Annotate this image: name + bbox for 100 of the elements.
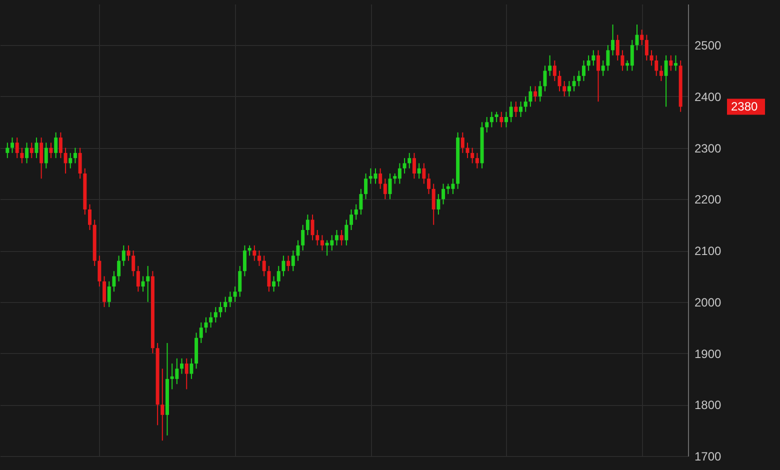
candlestick [562, 80, 566, 97]
candlestick [412, 152, 416, 180]
candlestick [141, 276, 145, 292]
candlestick [534, 86, 538, 102]
candlestick [596, 50, 600, 102]
candlestick [364, 173, 368, 200]
candlestick [470, 147, 474, 164]
y-tick-label: 2300 [694, 141, 722, 156]
candlestick [586, 54, 590, 72]
candlestick [214, 306, 218, 323]
y-tick-label: 2100 [694, 244, 722, 258]
candlestick [30, 142, 34, 159]
candlestick [422, 162, 426, 184]
candlestick [78, 147, 82, 180]
candlestick [272, 276, 276, 292]
candlestick [611, 24, 615, 56]
candlestick [291, 250, 295, 272]
candlestick [432, 183, 436, 226]
candlestick [301, 224, 305, 252]
candlestick [286, 255, 290, 272]
candlestick [310, 214, 314, 241]
candlestick [68, 152, 72, 169]
candlestick [442, 183, 446, 205]
candlestick [592, 50, 596, 66]
candlestick [567, 80, 571, 97]
candlestick [378, 168, 382, 190]
candlestick [354, 204, 358, 220]
candlestick [73, 147, 77, 164]
y-tick-label: 2500 [694, 38, 722, 53]
candlestick [359, 188, 363, 216]
candlestick [344, 219, 348, 246]
candlestick [674, 54, 678, 72]
candlestick [524, 96, 528, 112]
candlestick [88, 204, 92, 230]
candlestick [528, 86, 532, 108]
candlestick [334, 230, 338, 246]
candlestick [132, 250, 136, 277]
candlestick [98, 255, 102, 287]
candlestick [320, 234, 324, 252]
candlestick [218, 301, 222, 318]
candlestick [282, 255, 286, 277]
candlestick [228, 291, 232, 308]
candlestick [494, 111, 498, 123]
candlestick [20, 147, 24, 164]
candlestick [340, 230, 344, 246]
candlestick [10, 137, 14, 154]
candlestick [548, 54, 552, 76]
candlestick [436, 194, 440, 216]
candlestick [664, 54, 668, 108]
candlestick [180, 358, 184, 374]
candlestick [34, 137, 38, 159]
candlestick [538, 80, 542, 102]
candlestick [6, 142, 10, 159]
candlestick [15, 137, 19, 159]
candlestick [233, 286, 237, 302]
candlestick [500, 111, 504, 128]
candlestick [640, 29, 644, 46]
y-tick-label: 1900 [694, 346, 722, 361]
candlestick [466, 142, 470, 159]
candlestick [650, 50, 654, 66]
candlestick [654, 54, 658, 76]
candlestick [122, 244, 126, 266]
candlestick [136, 265, 140, 292]
candlestick [25, 142, 29, 164]
candlestick [112, 270, 116, 292]
y-tick-label: 2400 [694, 90, 722, 104]
candlestick [427, 173, 430, 195]
candlestick [306, 214, 310, 236]
candlestick [572, 75, 576, 92]
candlestick [509, 101, 513, 123]
candlestick [258, 250, 261, 266]
candlestick [616, 34, 620, 61]
candlestick [659, 65, 663, 82]
candlestick [644, 34, 648, 61]
candlestick [485, 116, 489, 133]
candlestick [58, 132, 62, 159]
candlestick [267, 265, 271, 292]
candlestick [577, 70, 581, 87]
candlestick [408, 152, 412, 169]
candlestick [635, 24, 639, 51]
candlestick [40, 137, 44, 180]
candlestick [402, 158, 406, 174]
candlestick [117, 255, 121, 282]
candlestick [160, 368, 164, 442]
candlestick [44, 142, 48, 169]
candlestick [224, 296, 228, 313]
candlestick [475, 152, 479, 169]
candlestick [252, 244, 256, 262]
candlestick [184, 358, 188, 390]
candlestick [460, 132, 464, 154]
candlestick [209, 312, 213, 328]
y-tick-label: 1700 [694, 450, 722, 464]
candlestick [126, 244, 130, 262]
candlestick [582, 60, 586, 82]
y-tick-label: 2000 [694, 295, 722, 310]
candlestick [388, 173, 392, 200]
candlestick [296, 240, 300, 262]
candlestick [54, 132, 58, 159]
candlestick [242, 244, 246, 277]
candlestick [490, 111, 494, 128]
